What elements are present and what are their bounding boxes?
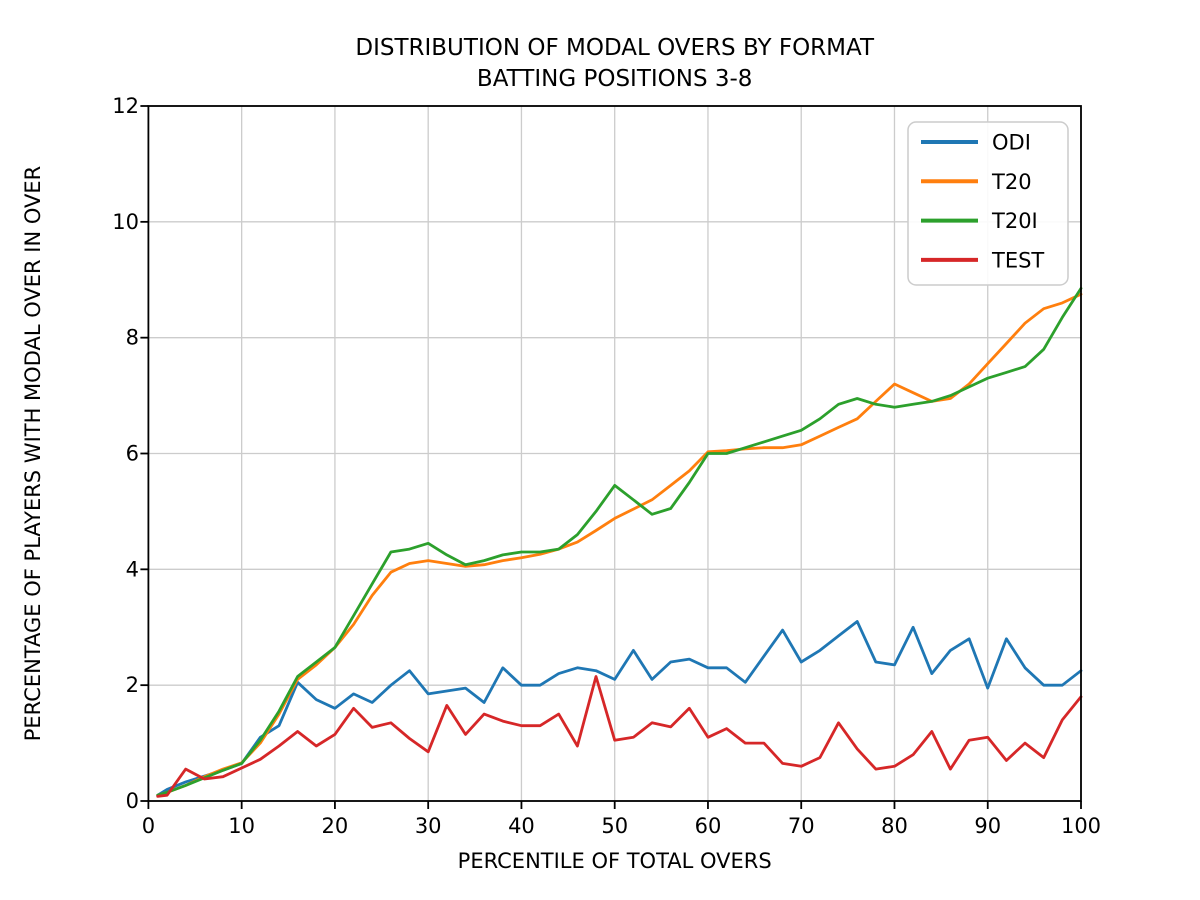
x-axis-label: PERCENTILE OF TOTAL OVERS [458,849,772,873]
x-tick-label: 100 [1061,814,1101,838]
x-tick-label: 90 [974,814,1001,838]
y-tick-label: 2 [126,673,139,697]
legend-label: T20 [991,170,1032,194]
x-tick-label: 0 [142,814,155,838]
line-series-t20 [156,292,1083,797]
line-series-odi [156,620,1083,797]
y-tick-label: 0 [126,789,139,813]
x-tick-label: 30 [415,814,442,838]
legend-label: ODI [992,131,1031,155]
axis-ticks [140,105,1082,809]
legend-item-t20i: T20I [921,209,1038,233]
y-axis-label: PERCENTAGE OF PLAYERS WITH MODAL OVER IN… [21,166,45,742]
x-tick-label: 40 [508,814,535,838]
line-series-t20i [156,286,1083,797]
chart-title-line2: BATTING POSITIONS 3-8 [477,66,753,92]
legend: ODI T20 T20I TEST [907,121,1069,286]
line-series-test [156,675,1083,798]
y-tick-label: 4 [126,557,139,581]
y-tick-label: 6 [126,442,139,466]
x-tick-label: 70 [788,814,815,838]
data-series [156,286,1083,798]
x-tick-label: 50 [601,814,628,838]
tick-labels: 0 10 20 30 40 50 60 70 80 90 100 0 2 4 6 8 10 12 [112,94,1101,838]
x-tick-label: 10 [228,814,255,838]
plot-border [147,105,1082,802]
legend-item-t20: T20 [921,170,1032,194]
y-tick-label: 12 [112,94,139,118]
y-tick-label: 10 [112,210,139,234]
legend-item-odi: ODI [921,131,1031,155]
x-tick-label: 20 [322,814,349,838]
x-tick-label: 60 [695,814,722,838]
x-tick-label: 80 [881,814,908,838]
legend-label: T20I [991,209,1038,233]
chart-title-line1: DISTRIBUTION OF MODAL OVERS BY FORMAT [355,35,875,61]
legend-box [907,121,1069,286]
legend-label: TEST [991,248,1044,272]
y-tick-label: 8 [126,326,139,350]
legend-item-test: TEST [921,248,1044,272]
